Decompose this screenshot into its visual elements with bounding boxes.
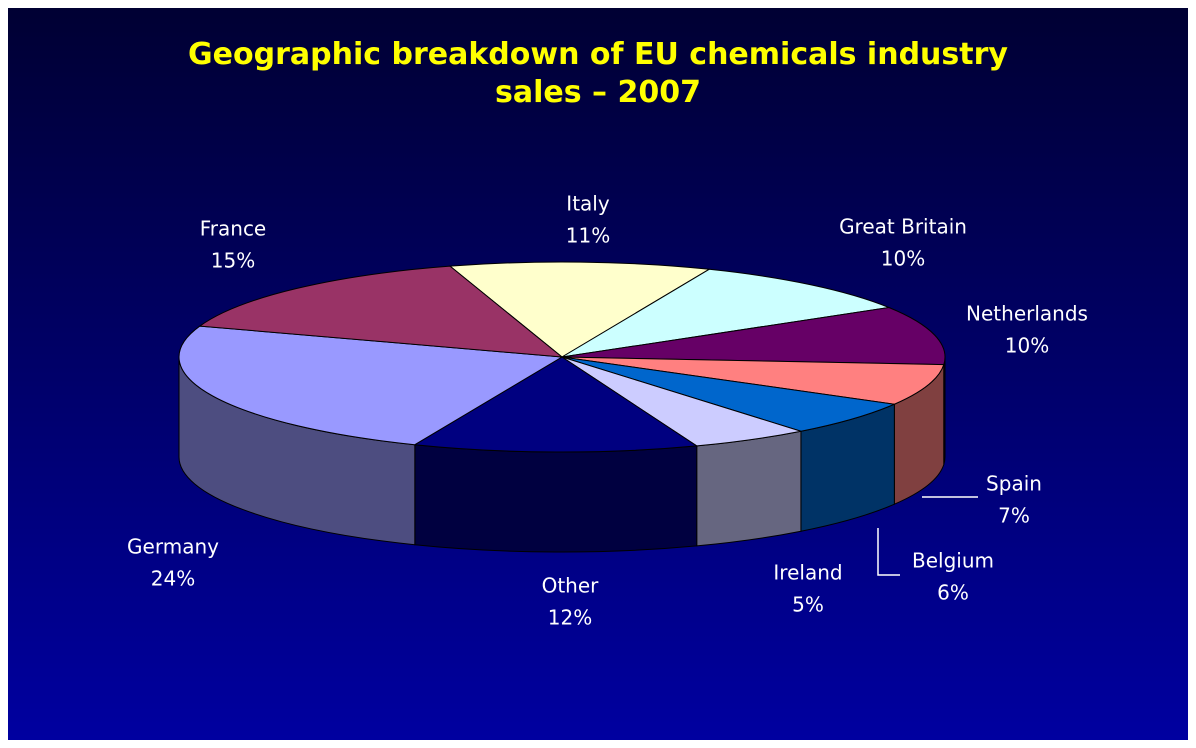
slice <box>198 265 564 358</box>
slice-value-label: 6% <box>937 581 969 605</box>
slice-value-label: 10% <box>881 247 925 271</box>
slice-side <box>696 430 802 547</box>
slice <box>561 356 897 432</box>
slice-label: Great Britain <box>839 215 967 239</box>
slice <box>561 356 945 405</box>
slice-value-label: 24% <box>151 567 195 591</box>
slice-value-label: 10% <box>1005 334 1049 358</box>
slice-label: France <box>200 217 267 241</box>
slice-value-label: 15% <box>211 249 255 273</box>
slice-label: Other <box>542 574 600 598</box>
slice-label: Germany <box>127 535 219 559</box>
slice-side <box>414 444 698 553</box>
slice <box>561 306 946 366</box>
slice-value-label: 5% <box>792 593 824 617</box>
slice <box>448 261 711 358</box>
slice-label: Spain <box>986 472 1042 496</box>
slice-label: Ireland <box>773 561 842 585</box>
slice <box>413 356 699 453</box>
leader-line <box>877 528 900 576</box>
slice <box>178 325 564 446</box>
slice-label: Belgium <box>912 549 994 573</box>
slice-label: Netherlands <box>966 302 1088 326</box>
slice-value-label: 7% <box>998 504 1030 528</box>
chart-title: Geographic breakdown of EU chemicals ind… <box>188 37 1008 110</box>
slice-value-label: 12% <box>548 606 592 630</box>
slice-label: Italy <box>566 192 610 216</box>
pie <box>178 261 946 553</box>
slice <box>561 268 891 358</box>
labels: Italy 11% Great Britain 10% Netherlands 10% Sp… <box>127 192 1088 630</box>
slice-value-label: 11% <box>566 224 610 248</box>
